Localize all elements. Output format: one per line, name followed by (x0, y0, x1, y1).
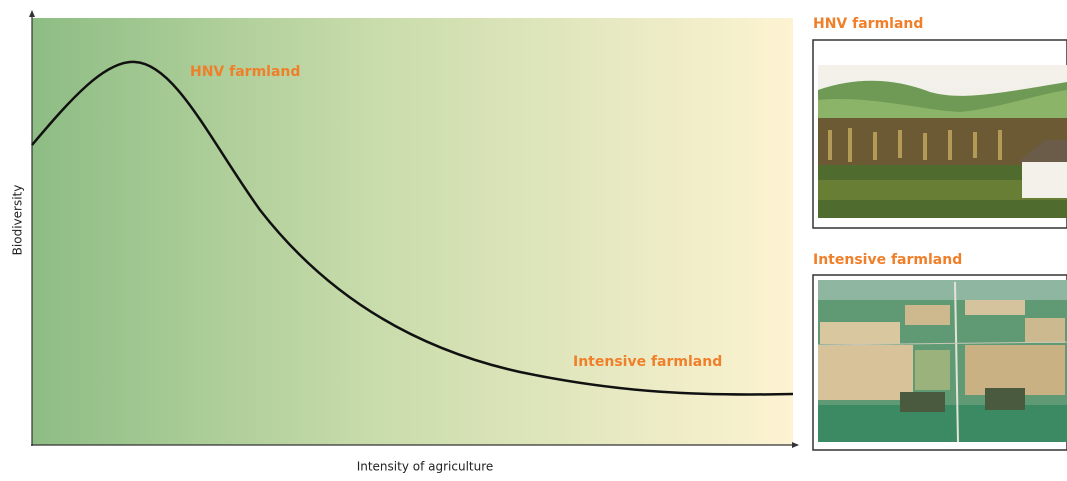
page: HNV farmland Intensive farmland Biodiver… (0, 0, 1067, 477)
photo-intensive (813, 275, 1067, 450)
annotation: Intensive farmland (573, 354, 722, 370)
photo-hnv (813, 40, 1067, 228)
x-arrow (792, 442, 799, 448)
plot-area (32, 18, 793, 445)
photo-caption: HNV farmland (813, 16, 923, 32)
x-axis-label: Intensity of agriculture (357, 460, 494, 474)
y-arrow (29, 10, 35, 17)
photo-caption: Intensive farmland (813, 252, 962, 268)
y-axis-label: Biodiversity (11, 185, 25, 256)
annotation: HNV farmland (190, 64, 300, 80)
